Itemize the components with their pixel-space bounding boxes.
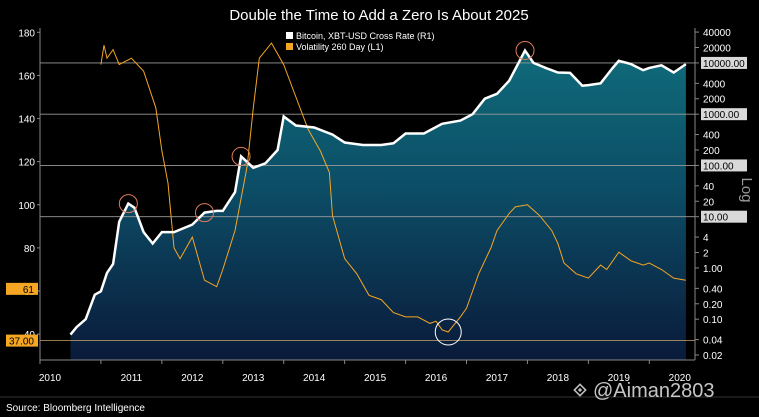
x-tick-label: 2014 xyxy=(303,373,326,384)
legend: Bitcoin, XBT-USD Cross Rate (R1) Volatil… xyxy=(286,31,435,52)
annotation-circle xyxy=(515,40,535,60)
right-tick-label: 0.04 xyxy=(703,336,723,347)
right-tick-label: 4000 xyxy=(703,79,726,90)
x-tick-label: 2020 xyxy=(669,373,692,384)
right-tick-label: 40 xyxy=(703,182,715,193)
left-marker-box xyxy=(6,282,38,295)
annotation-circles xyxy=(118,40,535,346)
x-tick-label: 2018 xyxy=(547,373,570,384)
x-tick-label: 2013 xyxy=(242,373,265,384)
left-marker-label: 61 xyxy=(23,285,35,296)
right-tick-label: 10.00 xyxy=(703,213,728,224)
left-tick-label: 140 xyxy=(18,115,35,126)
right-tick-label: 20 xyxy=(703,197,715,208)
legend-label-bitcoin: Bitcoin, XBT-USD Cross Rate (R1) xyxy=(296,31,435,41)
x-tick-label: 2015 xyxy=(364,373,387,384)
legend-label-volatility: Volatility 260 Day (L1) xyxy=(296,42,384,52)
annotation-circle xyxy=(118,194,138,214)
watermark: @Aiman2803 xyxy=(573,380,714,402)
right-tick-label: 2000 xyxy=(703,95,726,106)
right-tick-label: 10000.00 xyxy=(703,59,745,70)
right-tick-highlight xyxy=(701,56,747,69)
right-tick-label: 4 xyxy=(703,233,709,244)
reference-lines xyxy=(40,62,695,341)
left-tick-label: 100 xyxy=(18,201,35,212)
left-marker-box xyxy=(6,334,38,347)
right-tick-label: 200 xyxy=(703,146,720,157)
bitcoin-series-line xyxy=(69,48,687,336)
x-tick-label: 2017 xyxy=(486,373,509,384)
source-note: Source: Bloomberg Intelligence xyxy=(6,403,145,414)
right-tick-label: 1000.00 xyxy=(703,110,740,121)
right-tick-label: 400 xyxy=(703,131,720,142)
right-tick-label: 0.02 xyxy=(703,351,723,362)
right-axis-ticks: 40000 20000 10000.00 4000 2000 1000.00 400 200 1… xyxy=(695,28,747,362)
right-tick-label: 20000 xyxy=(703,43,731,54)
x-tick-label: 2011 xyxy=(121,373,143,384)
volatility-series-line xyxy=(100,42,686,333)
x-tick-label: 2019 xyxy=(608,373,631,384)
left-tick-label: 120 xyxy=(18,158,35,169)
right-tick-label: 0.40 xyxy=(703,284,723,295)
annotation-circle xyxy=(195,203,215,223)
legend-swatch-volatility xyxy=(286,43,293,50)
right-axis-label: Log xyxy=(738,177,755,202)
right-tick-highlight xyxy=(701,159,747,172)
annotation-circle xyxy=(434,318,462,346)
legend-swatch-bitcoin xyxy=(286,32,293,39)
right-tick-label: 0.10 xyxy=(703,315,723,326)
binance-logo-icon xyxy=(573,383,587,397)
x-tick-label: 2016 xyxy=(425,373,448,384)
right-tick-label: 1.00 xyxy=(703,264,723,275)
left-axis-markers: 61 37.00 xyxy=(6,282,38,348)
right-tick-highlight xyxy=(701,210,747,223)
annotation-circle xyxy=(231,146,251,166)
left-tick-label: 160 xyxy=(18,71,35,82)
left-tick-label: 180 xyxy=(18,28,35,39)
right-tick-label: 2 xyxy=(703,249,709,260)
chart-title: Double the Time to Add a Zero Is About 2… xyxy=(229,7,528,24)
x-tick-label: 2012 xyxy=(181,373,204,384)
x-axis-ticks: 2010 2011 2012 2013 2014 2015 2016 2017 2018 2019… xyxy=(39,360,691,384)
bitcoin-area xyxy=(70,50,686,360)
left-tick-label: 80 xyxy=(24,244,36,255)
right-tick-label: 40000 xyxy=(703,28,731,39)
right-tick-highlight xyxy=(701,108,747,121)
right-tick-label: 0.20 xyxy=(703,300,723,311)
x-tick-label: 2010 xyxy=(39,373,62,384)
right-tick-label: 100.00 xyxy=(703,161,734,172)
watermark-text: @Aiman2803 xyxy=(593,380,714,402)
left-marker-label: 37.00 xyxy=(9,337,34,348)
